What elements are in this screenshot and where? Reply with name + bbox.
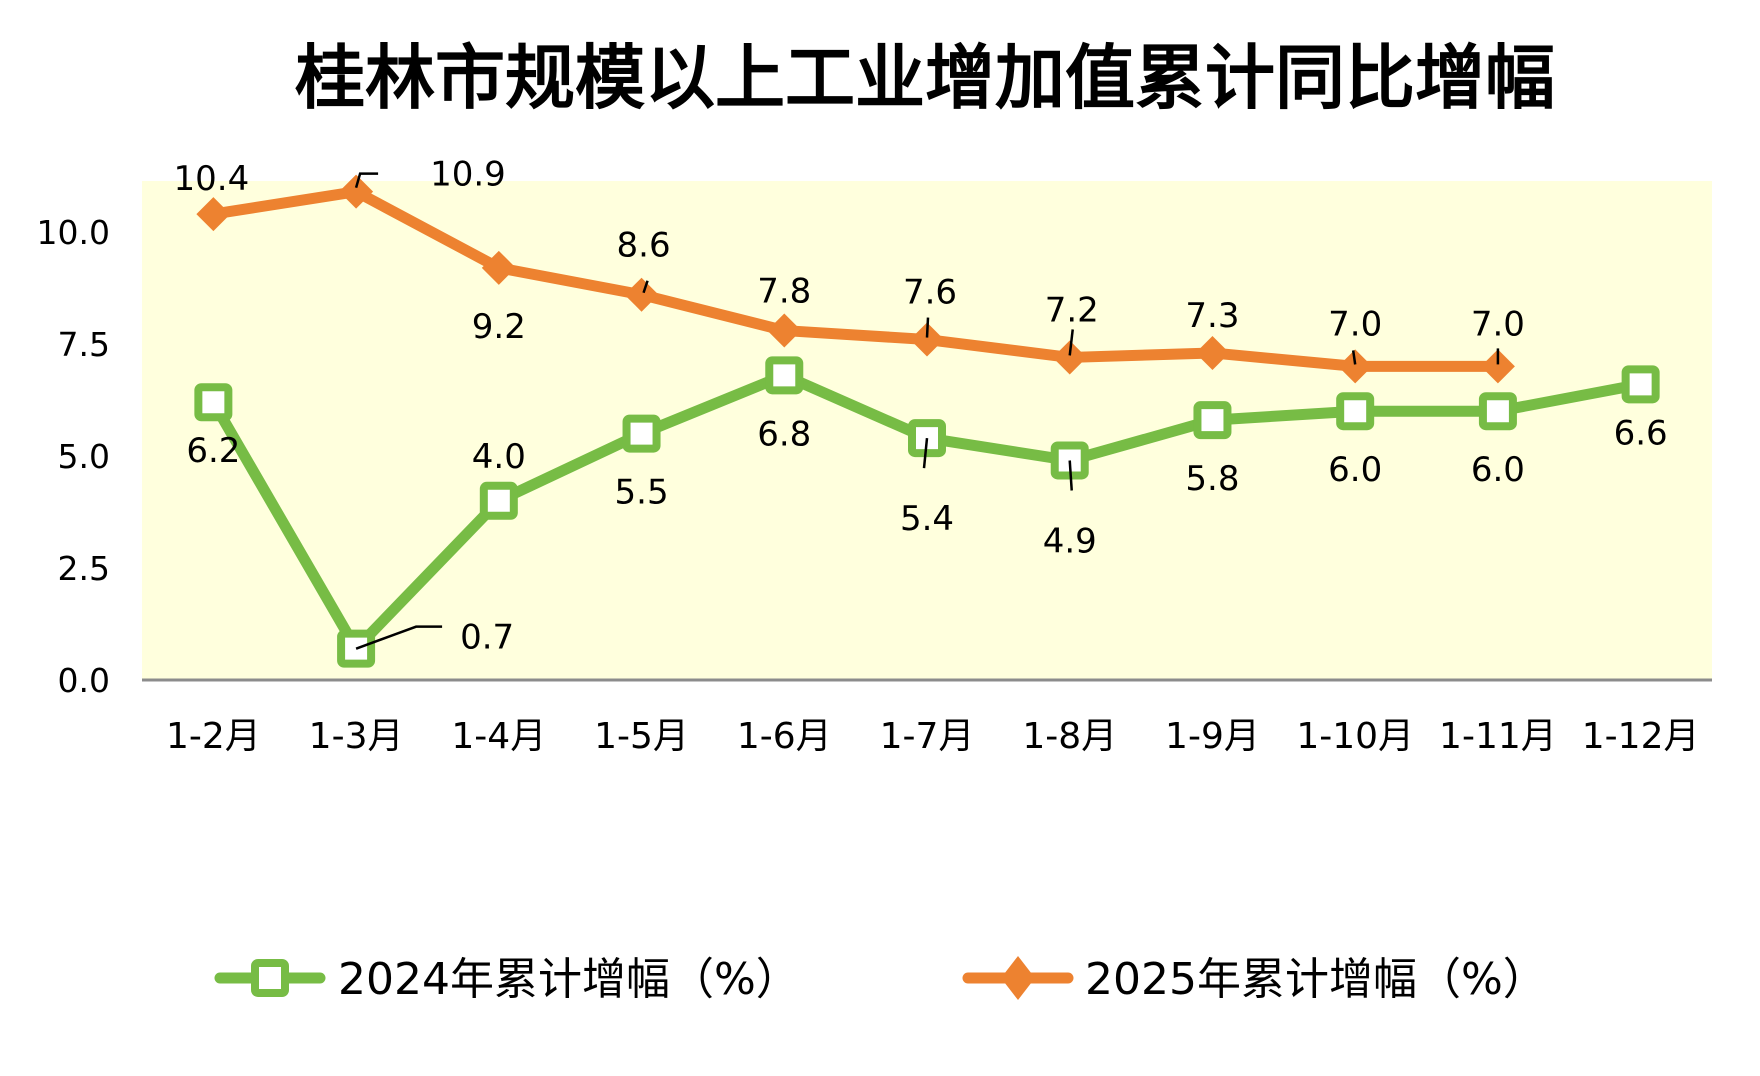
- x-tick-label: 1-9月: [1165, 716, 1260, 757]
- series-2025: [196, 174, 1515, 384]
- data-point-marker: [1193, 401, 1232, 440]
- leader-line: [355, 625, 443, 650]
- leader-line: [354, 172, 379, 189]
- data-label: 4.9: [1043, 521, 1097, 561]
- y-tick-label: 2.5: [58, 549, 110, 588]
- y-tick-label: 0.0: [58, 661, 110, 700]
- data-label: 7.8: [757, 272, 811, 312]
- data-point-marker: [1338, 349, 1373, 384]
- data-point-marker: [910, 322, 944, 357]
- x-axis: 1-2月 1-3月 1-4月 1-5月 1-6月 1-7月 1-8月 1-9月 1-10月 1-1…: [166, 716, 1700, 757]
- y-tick-label: 10.0: [37, 213, 110, 252]
- data-labels: 6.2 0.7 4.0 5.5 6.8 5.4 4.9 5.8 6.0 6.0 6.6 10.4 10.…: [174, 155, 1668, 658]
- data-point-marker: [196, 197, 231, 232]
- legend-square-icon: [251, 959, 289, 997]
- x-tick-label: 1-4月: [451, 716, 546, 757]
- y-tick-label: 7.5: [58, 325, 110, 364]
- data-point-marker: [624, 277, 659, 312]
- legend-label: 2024年累计增幅（%）: [338, 954, 800, 1005]
- data-point-marker: [622, 414, 661, 453]
- data-label: 8.6: [617, 226, 671, 266]
- x-tick-label: 1-2月: [166, 716, 261, 757]
- data-label: 7.6: [903, 273, 957, 313]
- data-point-marker: [1621, 365, 1660, 404]
- legend-item-2025: 2025年累计增幅（%）: [962, 954, 1547, 1005]
- data-label: 7.3: [1185, 296, 1239, 336]
- legend: 2024年累计增幅（%） 2025年累计增幅（%）: [214, 954, 1547, 1005]
- leader-line: [925, 317, 930, 338]
- x-tick-label: 1-10月: [1296, 716, 1414, 757]
- data-point-marker: [765, 356, 804, 395]
- y-axis: 0.0 2.5 5.0 7.5 10.0: [37, 213, 110, 700]
- data-label: 7.2: [1045, 290, 1099, 330]
- data-point-marker: [1480, 349, 1515, 384]
- series-line: [212, 186, 1498, 372]
- data-point-marker: [1478, 392, 1517, 431]
- data-point-marker: [339, 174, 374, 209]
- x-tick-label: 1-3月: [309, 716, 404, 757]
- data-label: 9.2: [472, 307, 526, 347]
- leader-line: [1068, 460, 1073, 491]
- data-label: 6.2: [186, 431, 240, 471]
- y-tick-label: 5.0: [58, 437, 110, 476]
- x-tick-label: 1-11月: [1439, 716, 1557, 757]
- leader-line: [1351, 350, 1357, 365]
- data-label: 6.8: [757, 414, 811, 454]
- legend-diamond-icon: [1001, 956, 1035, 1000]
- data-point-marker: [1336, 392, 1375, 431]
- data-point-marker: [481, 250, 516, 285]
- legend-label: 2025年累计增幅（%）: [1085, 954, 1547, 1005]
- x-tick-label: 1-7月: [880, 716, 975, 757]
- data-label: 10.9: [430, 155, 506, 195]
- data-point-marker: [479, 481, 518, 520]
- data-point-marker: [1052, 340, 1087, 375]
- data-label: 0.7: [460, 618, 514, 658]
- data-label: 6.0: [1328, 450, 1382, 490]
- leader-line: [642, 280, 649, 294]
- data-point-marker: [194, 383, 233, 422]
- data-label: 5.5: [615, 473, 669, 513]
- data-label: 4.0: [472, 437, 526, 477]
- data-label: 5.8: [1185, 459, 1239, 499]
- x-tick-label: 1-12月: [1582, 716, 1700, 757]
- data-label: 6.0: [1471, 450, 1525, 490]
- legend-item-2024: 2024年累计增幅（%）: [214, 954, 800, 1005]
- leader-line: [1068, 329, 1074, 356]
- data-point-marker: [1195, 335, 1230, 370]
- data-label: 6.6: [1614, 413, 1668, 453]
- data-label: 7.0: [1328, 304, 1382, 344]
- data-point-marker: [767, 313, 802, 348]
- chart-title: 桂林市规模以上工业增加值累计同比增幅: [295, 36, 1555, 119]
- data-label: 7.0: [1471, 304, 1525, 344]
- x-tick-label: 1-6月: [737, 716, 832, 757]
- data-label: 10.4: [174, 159, 250, 199]
- data-label: 5.4: [900, 499, 954, 539]
- x-tick-label: 1-5月: [594, 716, 689, 757]
- x-tick-label: 1-8月: [1022, 716, 1117, 757]
- leader-line: [922, 437, 929, 469]
